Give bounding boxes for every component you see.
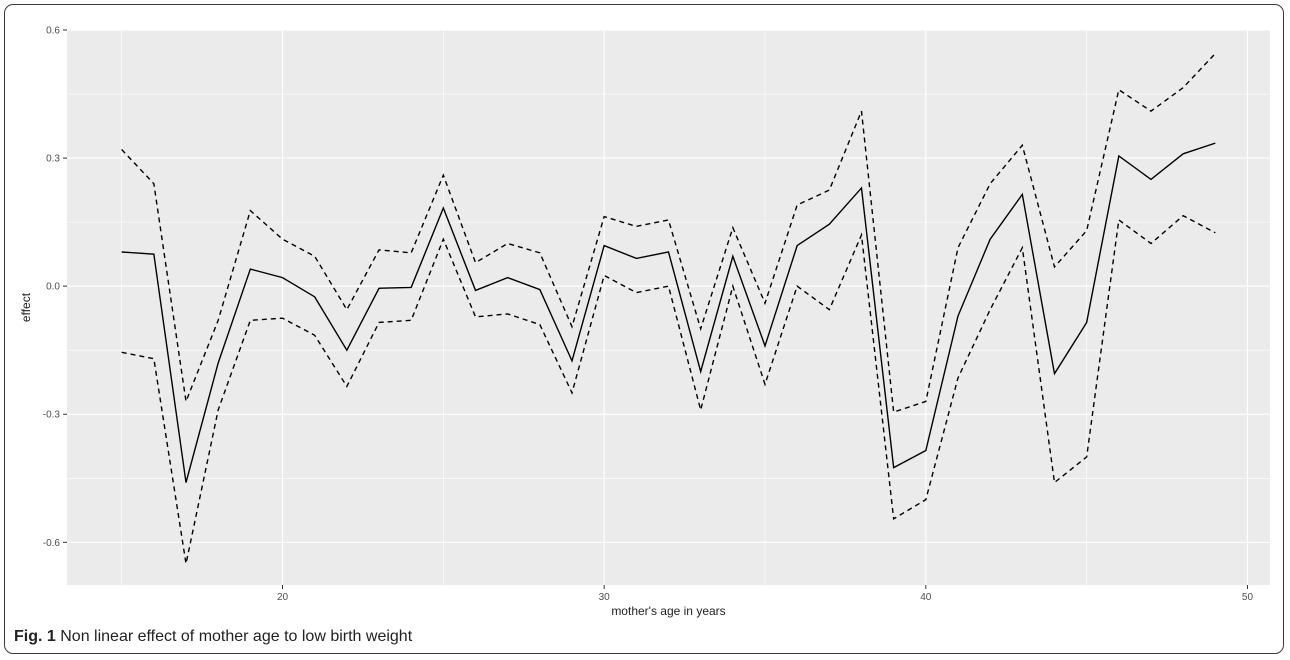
y-tick-label: 0.0 bbox=[46, 282, 60, 293]
effect-line bbox=[121, 142, 1216, 483]
x-axis-label: mother's age in years bbox=[611, 604, 725, 618]
y-tick-label: 0.3 bbox=[46, 154, 60, 165]
caption-label: Fig. 1 bbox=[14, 628, 56, 645]
x-tick-label: 40 bbox=[920, 592, 932, 603]
series-layer bbox=[121, 53, 1216, 564]
upper-band-line bbox=[121, 53, 1216, 414]
x-tick-label: 20 bbox=[277, 592, 289, 603]
y-tick-label: -0.3 bbox=[43, 410, 61, 421]
major-gridlines bbox=[67, 29, 1270, 585]
y-tick-label: -0.6 bbox=[43, 538, 61, 549]
figure-caption: Fig. 1 Non linear effect of mother age t… bbox=[14, 628, 412, 646]
x-tick-label: 50 bbox=[1242, 592, 1254, 603]
lower-band-line bbox=[121, 214, 1216, 564]
plot-panel bbox=[67, 30, 1270, 585]
y-tick-label: 0.6 bbox=[46, 26, 60, 37]
caption-text: Non linear effect of mother age to low b… bbox=[60, 628, 413, 645]
x-tick-label: 30 bbox=[599, 592, 611, 603]
axis-ticks: 20 30 40 50 -0.6 -0.3 0.0 0.3 0.6 bbox=[43, 26, 1254, 604]
y-axis-label: effect bbox=[19, 292, 33, 322]
